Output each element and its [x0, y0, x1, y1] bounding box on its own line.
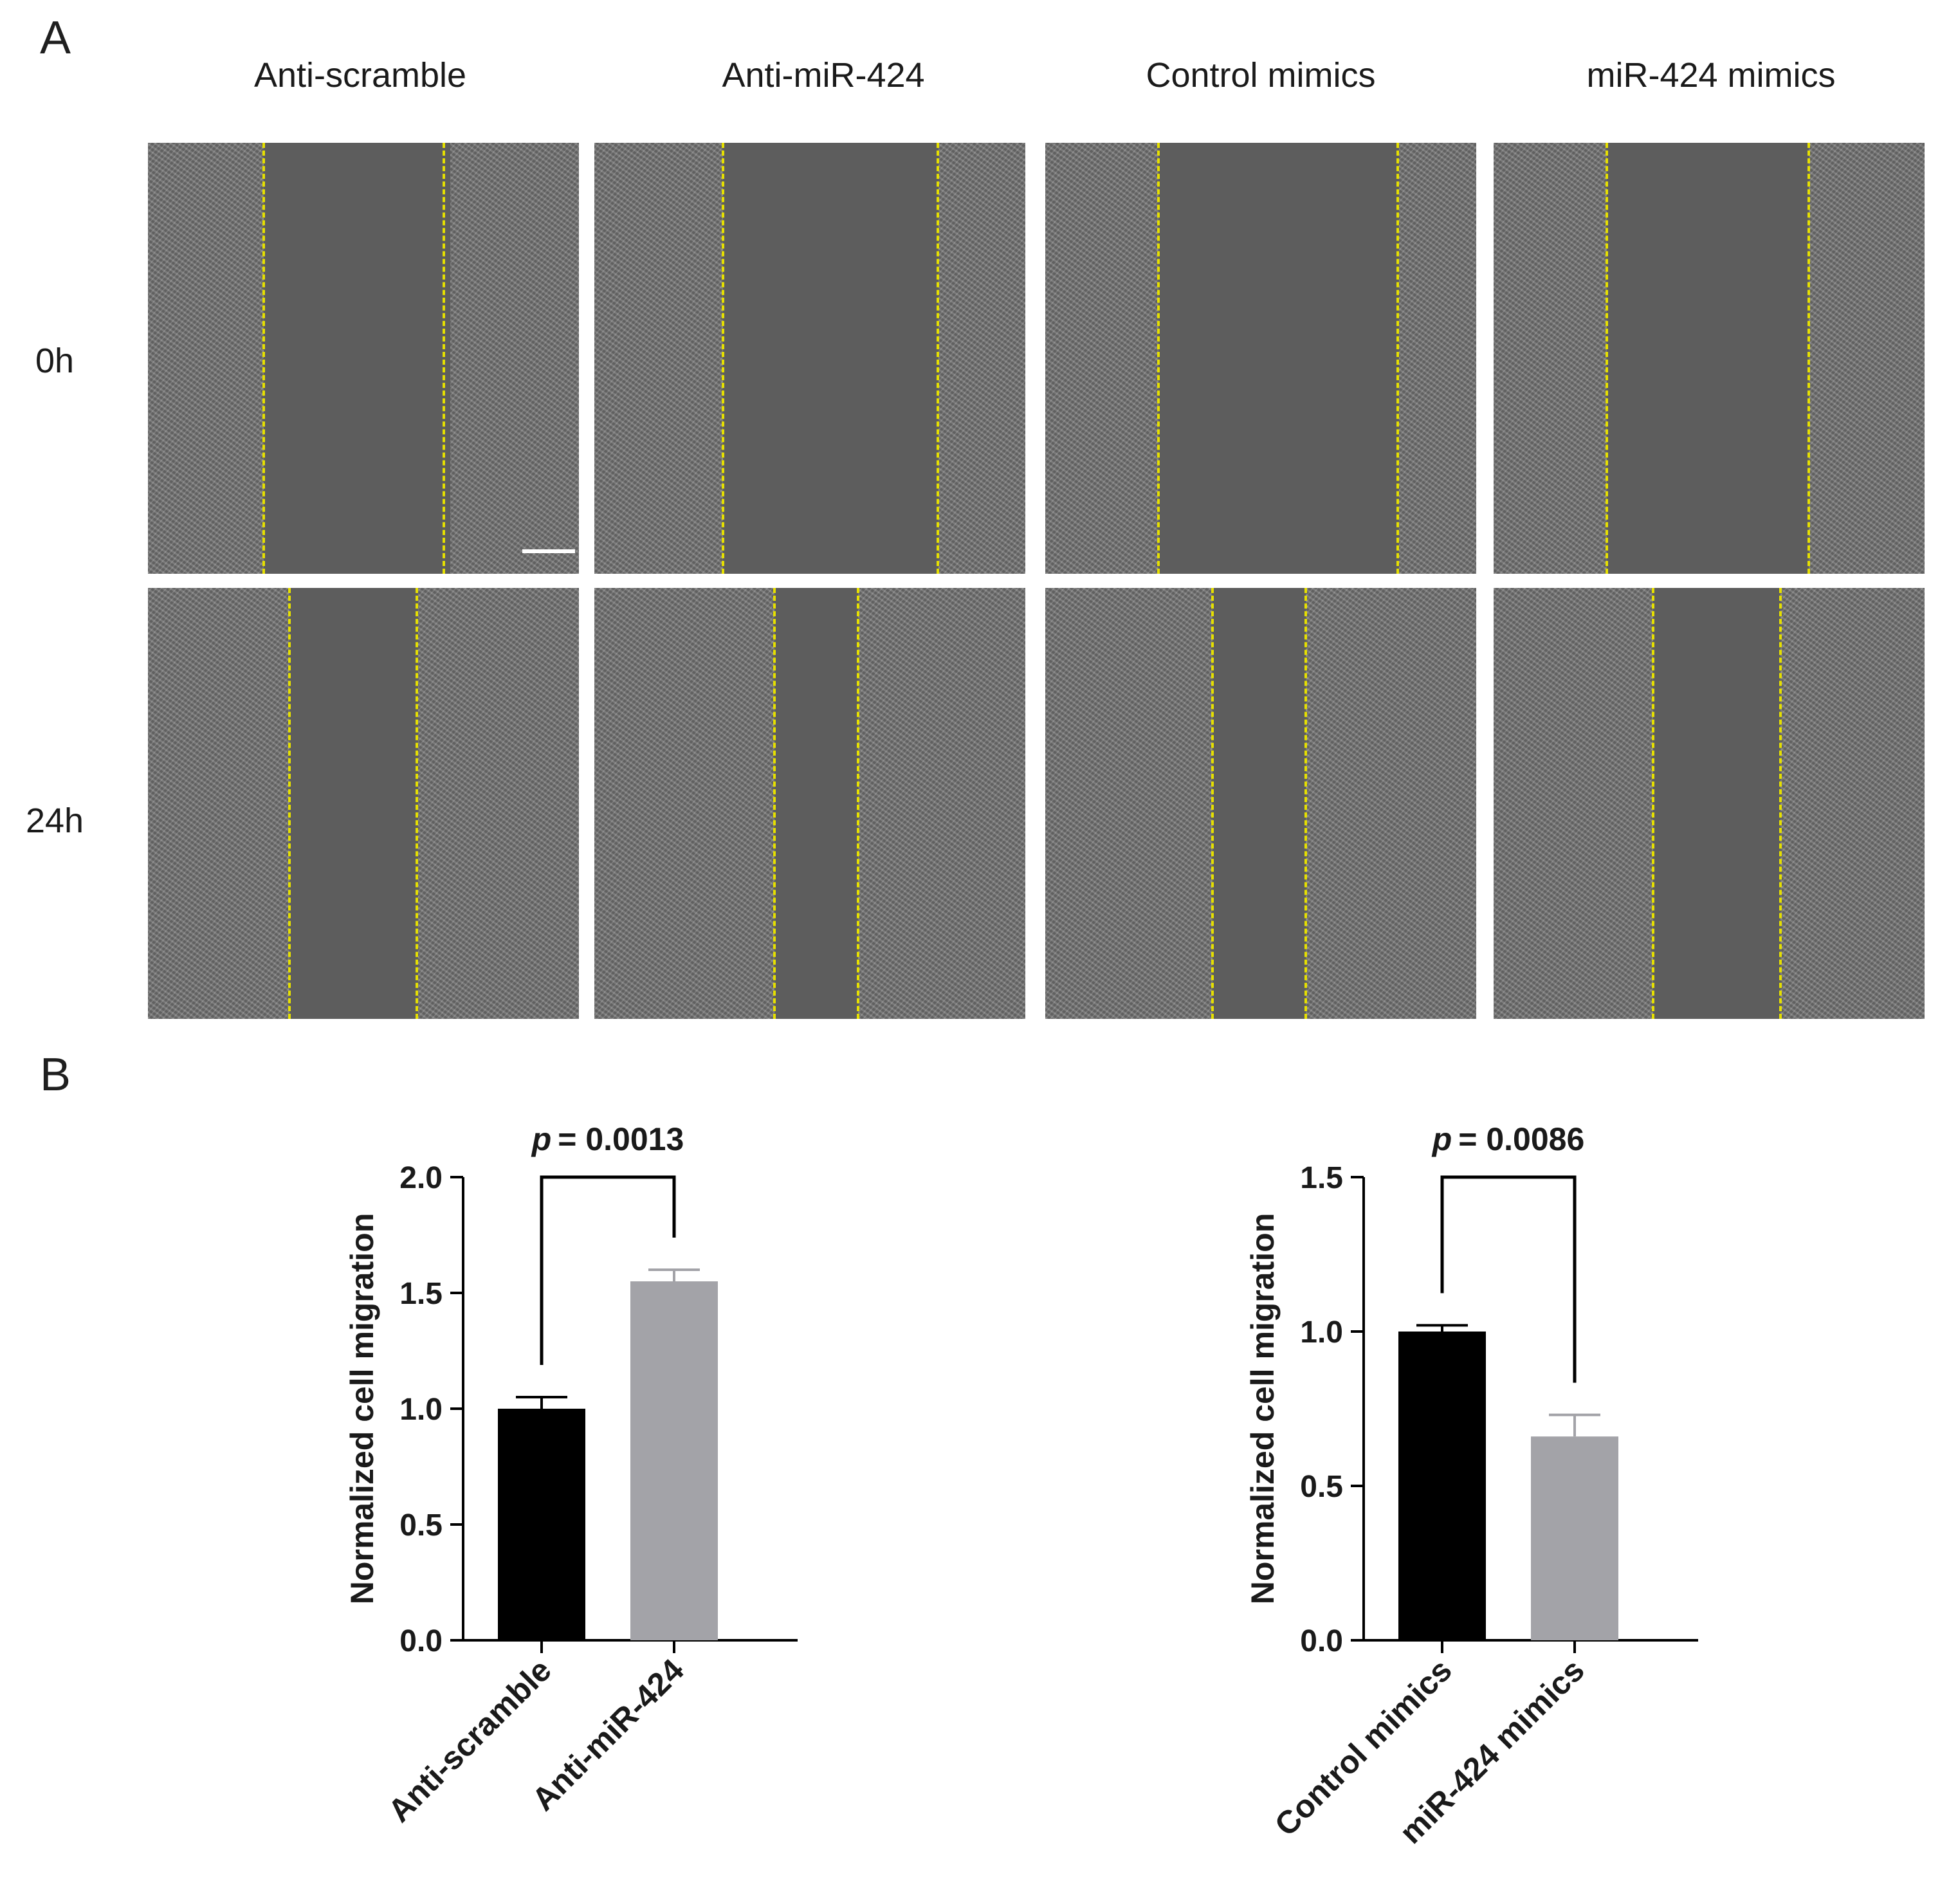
c0-y-tick-label: 1.0 — [399, 1393, 443, 1427]
c1-p-value-text: = 0.0086 — [1458, 1121, 1584, 1157]
cell-layer-left — [1494, 588, 1653, 1019]
micrograph-mir-424-mimics-0h — [1494, 143, 1925, 574]
wound-edge-line — [722, 143, 724, 574]
wound-edge-line — [1304, 588, 1307, 1019]
c1-bar-1 — [1531, 1436, 1618, 1640]
c0-y-axis-title: Normalized cell migration — [344, 1213, 380, 1604]
wound-edge-line — [1396, 143, 1399, 574]
wound-edge-line — [416, 588, 418, 1019]
c0-y-tick-label: 1.5 — [399, 1277, 443, 1311]
cell-layer-right — [858, 588, 1025, 1019]
c1-y-axis-title: Normalized cell migration — [1245, 1213, 1281, 1604]
cell-layer-left — [148, 588, 289, 1019]
wound-edge-line — [1606, 143, 1608, 574]
panel-b-letter: B — [40, 1049, 71, 1101]
wound-edge-line — [1157, 143, 1160, 574]
cell-layer-left — [594, 588, 774, 1019]
wound-gap — [289, 588, 418, 1019]
column-label-anti-mir-424: Anti-miR-424 — [722, 56, 925, 95]
c1-y-tick-label: 0.0 — [1300, 1624, 1343, 1658]
wound-edge-line — [937, 143, 939, 574]
cell-layer-right — [1809, 143, 1925, 574]
wound-gap — [264, 143, 450, 574]
wound-gap — [1212, 588, 1306, 1019]
micrograph-mir-424-mimics-24h — [1494, 588, 1925, 1019]
cell-layer-left — [1045, 143, 1158, 574]
c0-y-tick-label: 2.0 — [399, 1161, 443, 1195]
scale-bar — [522, 549, 575, 553]
micrograph-anti-scramble-24h — [148, 588, 579, 1019]
cell-layer-right — [418, 588, 579, 1019]
cell-layer-right — [1306, 588, 1476, 1019]
c1-y-tick-label: 0.5 — [1300, 1470, 1343, 1504]
c0-y-tick-label: 0.5 — [399, 1508, 443, 1542]
wound-edge-line — [773, 588, 776, 1019]
wound-edge-line — [1807, 143, 1810, 574]
c1-bar-0 — [1398, 1332, 1486, 1640]
c0-bar-0 — [498, 1409, 585, 1640]
column-label-anti-scramble: Anti-scramble — [253, 56, 467, 95]
c1-p-symbol: p — [1431, 1121, 1452, 1157]
cell-layer-left — [148, 143, 264, 574]
wound-edge-line — [1211, 588, 1214, 1019]
wound-gap — [723, 143, 938, 574]
cell-layer-left — [594, 143, 723, 574]
wound-edge-line — [288, 588, 291, 1019]
cell-layer-left — [1045, 588, 1212, 1019]
cell-layer-right — [1780, 588, 1925, 1019]
c0-p-symbol: p — [531, 1121, 552, 1157]
micrograph-anti-scramble-0h — [148, 143, 579, 574]
wound-edge-line — [262, 143, 265, 574]
wound-edge-line — [443, 143, 445, 574]
micrograph-control-mimics-24h — [1045, 588, 1476, 1019]
wound-edge-line — [857, 588, 859, 1019]
wound-edge-line — [1779, 588, 1782, 1019]
cell-layer-right — [1399, 143, 1476, 574]
bar-chart-anti: 0.0 0.5 1.0 1.5 2.0 Normalized cell migration… — [344, 1121, 798, 1829]
c0-p-value-text: = 0.0013 — [558, 1121, 684, 1157]
wound-gap — [774, 588, 858, 1019]
micrograph-anti-mir-424-0h — [594, 143, 1025, 574]
row-label-24h: 24h — [25, 801, 84, 840]
wound-edge-line — [1652, 588, 1654, 1019]
wound-gap — [1607, 143, 1809, 574]
column-label-control-mimics: Control mimics — [1146, 56, 1376, 95]
c0-significance-bracket — [540, 1175, 676, 1365]
micrograph-anti-mir-424-24h — [594, 588, 1025, 1019]
cell-layer-right — [450, 143, 579, 574]
c1-p-value-annotation: p = 0.0086 — [1431, 1121, 1585, 1157]
column-label-mir-424-mimics: miR-424 mimics — [1586, 56, 1836, 95]
c0-p-value-annotation: p = 0.0013 — [531, 1121, 684, 1157]
c1-y-tick-label: 1.5 — [1300, 1161, 1343, 1195]
cell-layer-left — [1494, 143, 1607, 574]
c0-x-tick-label-0: Anti-scramble — [381, 1652, 558, 1829]
cell-layer-right — [938, 143, 1025, 574]
panel-a-letter: A — [40, 12, 71, 64]
c1-y-tick-label: 1.0 — [1300, 1315, 1343, 1350]
c0-y-tick-label: 0.0 — [399, 1624, 443, 1658]
micrograph-control-mimics-0h — [1045, 143, 1476, 574]
c0-bar-1 — [630, 1281, 718, 1640]
wound-gap — [1158, 143, 1399, 574]
row-label-0h: 0h — [35, 342, 75, 380]
wound-gap — [1653, 588, 1780, 1019]
c1-significance-bracket — [1440, 1175, 1577, 1383]
